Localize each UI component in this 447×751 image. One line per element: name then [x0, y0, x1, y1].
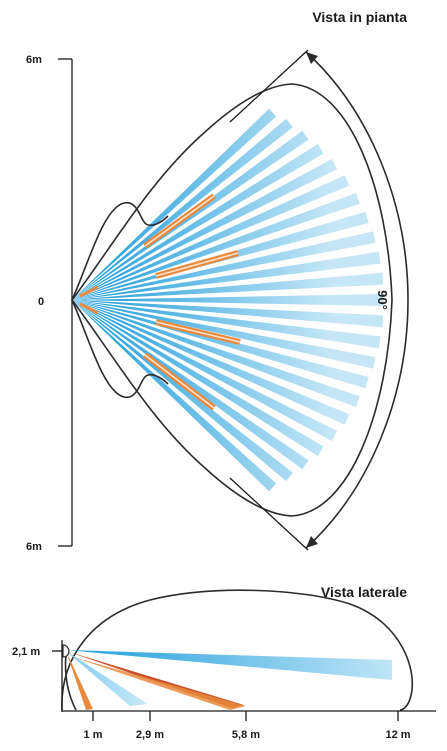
plan-side-lobe-upper [71, 202, 169, 301]
short-range-zone [155, 321, 241, 343]
plan-side-lobe-lower [71, 299, 169, 398]
angle-arrow-lower [306, 536, 318, 548]
distance-label-1m: 1 m [84, 729, 103, 741]
plan-y-top-label: 6m [26, 54, 42, 66]
distance-label-12m: 12 m [385, 729, 410, 741]
detection-beam [72, 192, 360, 300]
detection-beam [72, 300, 293, 482]
detection-beam [72, 300, 381, 349]
detection-beam [72, 294, 384, 306]
short-range-zone [144, 195, 215, 247]
detection-beam [72, 118, 293, 301]
detection-beam [72, 108, 277, 300]
detection-beam [72, 272, 384, 300]
side-view-title: Vista laterale [321, 584, 407, 600]
side-distance-ticks [92, 711, 399, 721]
plan-y-bottom-label: 6m [26, 541, 42, 553]
detection-beam [72, 300, 324, 456]
sensor-icon [62, 644, 70, 658]
distance-label-2-9m: 2,9 m [136, 729, 164, 741]
detection-beam [72, 158, 338, 300]
angle-arrow-upper [306, 52, 318, 64]
side-coverage-outline [61, 589, 414, 711]
short-range-zone [79, 302, 99, 315]
short-range-zone [155, 252, 239, 277]
side-near-lobe [64, 654, 77, 711]
detection-beam [72, 231, 376, 300]
short-range-zone [79, 285, 99, 298]
side-height-label: 2,1 m [12, 646, 40, 658]
detection-beam [72, 251, 381, 300]
plan-short-range-zones [79, 193, 241, 411]
short-range-zone [144, 354, 215, 409]
plan-beam-fan [72, 108, 384, 492]
detection-beam [72, 300, 376, 369]
side-beam-long [66, 650, 392, 680]
plan-view: Vista in pianta 6m 0 6m [26, 9, 409, 553]
detection-beam [72, 300, 350, 425]
plan-y-origin-label: 0 [38, 296, 44, 308]
side-beam-mid-orange [70, 656, 246, 710]
detection-beam [72, 300, 338, 442]
detection-beam [72, 300, 277, 492]
angle-ray-lower [229, 477, 309, 551]
distance-label-5-8m: 5,8 m [232, 729, 260, 741]
detection-beam [72, 300, 309, 470]
plan-view-title: Vista in pianta [312, 9, 407, 25]
detection-beam [72, 300, 360, 408]
angle-arc [305, 51, 409, 549]
side-beam-light [66, 651, 148, 706]
side-view: Vista laterale 2,1 m 1 m 2,9 m 5,8 m 12 … [12, 584, 436, 741]
detection-beam [72, 300, 369, 389]
plan-coverage-outline [70, 83, 393, 517]
side-beam-short [66, 651, 93, 710]
detection-beam [72, 300, 384, 328]
detection-beam [72, 144, 324, 300]
angle-ray-upper [229, 49, 309, 123]
angle-label: 90° [375, 290, 390, 310]
detection-beam [72, 175, 350, 300]
